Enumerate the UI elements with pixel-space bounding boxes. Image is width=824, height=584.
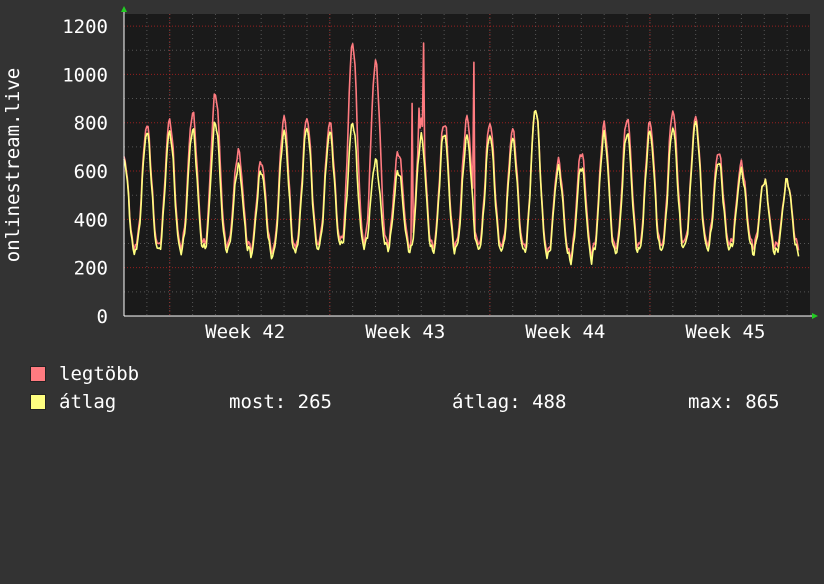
x-tick-label: Week 44 (525, 321, 605, 343)
legend-swatch-avg (30, 394, 46, 410)
y-tick-label: 600 (74, 161, 108, 183)
legend-swatch-max (30, 366, 46, 382)
legend-label-avg: átlag (59, 391, 117, 413)
y-axis-label: onlinestream.live (2, 68, 24, 262)
legend-item-avg: átlag most: 265 átlag: 488 max: 865 (30, 388, 820, 416)
tick-labels: 0 200 400 600 800 1000 1200 Week 42 Week 43 Week … (62, 16, 765, 343)
legend-label-max: legtöbb (59, 363, 140, 385)
legend-item-max: legtöbb (30, 360, 139, 388)
y-tick-label: 1000 (62, 64, 108, 86)
series-line-average (123, 109, 800, 266)
legend: legtöbb átlag most: 265 átlag: 488 max: … (30, 360, 820, 420)
x-tick-label: Week 45 (685, 321, 765, 343)
x-tick-label: Week 42 (205, 321, 285, 343)
axes (121, 6, 818, 319)
y-tick-label: 800 (74, 113, 108, 135)
stat-average: átlag: 488 (452, 391, 567, 413)
stat-now: most: 265 (229, 391, 332, 413)
x-axis-arrow-icon (812, 313, 818, 319)
y-tick-label: 400 (74, 209, 108, 231)
y-axis-arrow-icon (121, 6, 127, 12)
chart: 0 200 400 600 800 1000 1200 Week 42 Week 43 Week … (2, 6, 820, 420)
y-tick-label: 200 (74, 258, 108, 280)
stat-max: max: 865 (688, 391, 780, 413)
series-layer (123, 42, 800, 266)
x-tick-label: Week 43 (365, 321, 445, 343)
chart-svg: 0 200 400 600 800 1000 1200 Week 42 Week 43 Week … (2, 6, 818, 343)
y-tick-label: 1200 (62, 16, 108, 38)
y-tick-label: 0 (97, 306, 108, 328)
